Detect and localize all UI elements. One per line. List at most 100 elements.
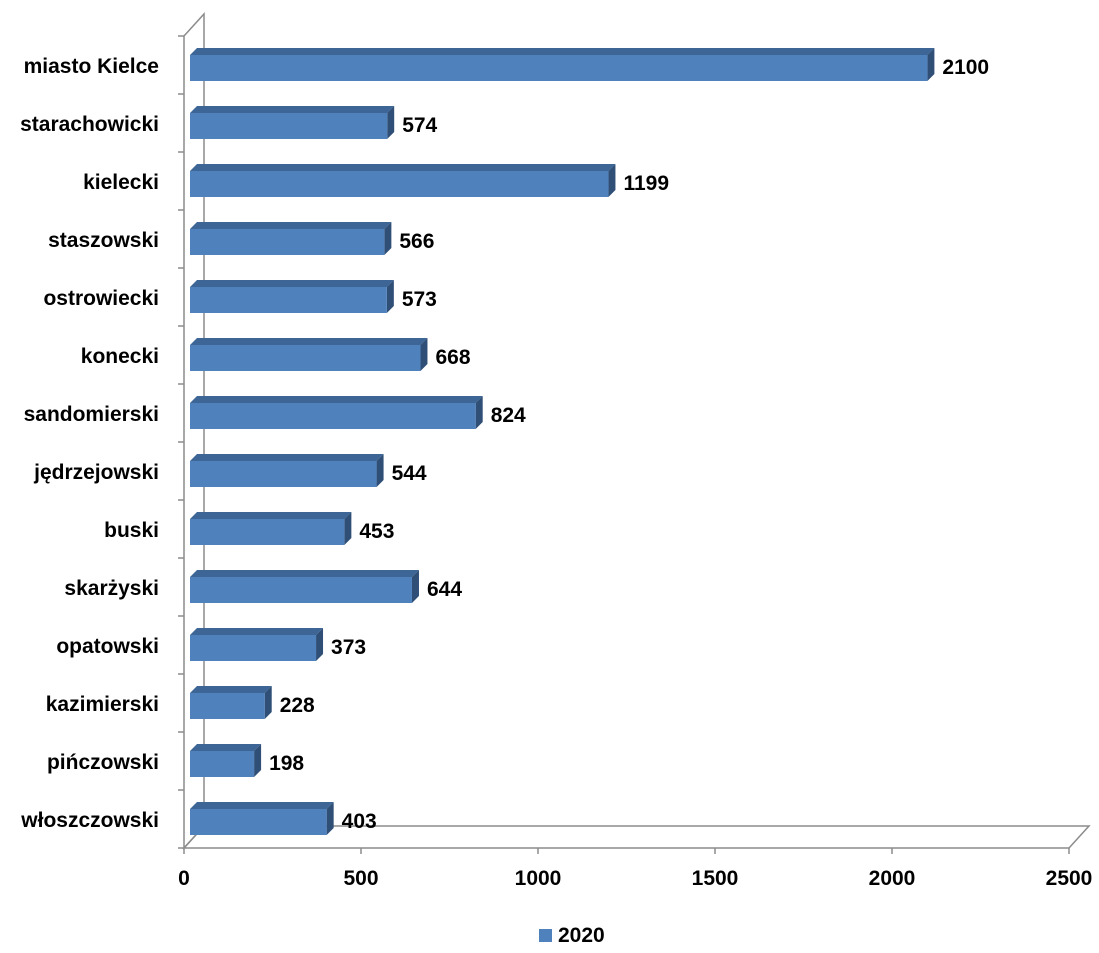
category-label: miasto Kielce: [24, 55, 159, 78]
category-label: jędrzejowski: [33, 461, 159, 484]
bar-front-face: [190, 345, 421, 371]
bar: [190, 280, 394, 313]
bar-top-face: [190, 338, 428, 345]
bar: [190, 570, 419, 603]
bar-front-face: [190, 229, 385, 255]
x-axis-ticks-group: 0 500 1000 1500 2000 2500: [178, 848, 1092, 890]
bar-top-face: [190, 106, 395, 113]
bar-end-face: [420, 338, 428, 371]
bar-top-face: [190, 744, 262, 751]
category-labels-group: miasto Kielce starachowicki kielecki staszo…: [20, 55, 159, 832]
data-label: 453: [359, 520, 394, 543]
category-label: kazimierski: [46, 693, 159, 716]
category-label: konecki: [81, 345, 159, 368]
bar-end-face: [475, 396, 483, 429]
category-label: ostrowiecki: [43, 287, 159, 310]
bar-end-face: [386, 280, 394, 313]
category-label: sandomierski: [24, 403, 159, 426]
category-label: staszowski: [48, 229, 159, 252]
bar: [190, 802, 334, 835]
x-tick-label: 1000: [515, 867, 562, 890]
bar-front-face: [190, 577, 412, 603]
bar-end-face: [376, 454, 384, 487]
legend-label: 2020: [558, 924, 605, 947]
data-label: 228: [280, 694, 315, 717]
legend: 2020: [539, 924, 605, 947]
bar-front-face: [190, 113, 388, 139]
bar-end-face: [344, 512, 352, 545]
category-label: opatowski: [56, 635, 159, 658]
bar: [190, 454, 384, 487]
category-label: włoszczowski: [20, 809, 159, 832]
legend-swatch: [539, 929, 552, 942]
bar-end-face: [384, 222, 392, 255]
bar-end-face: [927, 48, 935, 81]
chart-walls: [178, 12, 1091, 850]
data-label: 573: [402, 288, 437, 311]
data-label: 574: [402, 114, 437, 137]
bar-top-face: [190, 396, 483, 403]
bar-front-face: [190, 55, 928, 81]
x-tick-label: 1500: [692, 867, 739, 890]
data-label: 668: [435, 346, 470, 369]
data-label: 403: [342, 810, 377, 833]
x-tick-label: 500: [343, 867, 378, 890]
bar: [190, 106, 395, 139]
bar-top-face: [190, 280, 394, 287]
category-label: kielecki: [83, 171, 159, 194]
data-label: 644: [427, 578, 462, 601]
bar-front-face: [190, 693, 265, 719]
data-label: 373: [331, 636, 366, 659]
bar-top-face: [190, 628, 324, 635]
bar-front-face: [190, 635, 317, 661]
bar-top-face: [190, 222, 392, 229]
bar: [190, 396, 483, 429]
bar-front-face: [190, 809, 327, 835]
category-label: skarżyski: [64, 577, 159, 600]
bar-end-face: [411, 570, 419, 603]
bar: [190, 744, 262, 777]
bar: [190, 338, 428, 371]
x-tick-label: 0: [178, 867, 190, 890]
bar-end-face: [316, 628, 324, 661]
data-label: 198: [269, 752, 304, 775]
bar-top-face: [190, 570, 419, 577]
bar-top-face: [190, 48, 935, 55]
bar-end-face: [254, 744, 262, 777]
bar-end-face: [387, 106, 395, 139]
bar-front-face: [190, 171, 609, 197]
bar-end-face: [326, 802, 334, 835]
x-tick-label: 2500: [1046, 867, 1093, 890]
bar: [190, 628, 324, 661]
bars-group: [190, 48, 935, 835]
data-label: 544: [392, 462, 427, 485]
bar-top-face: [190, 802, 334, 809]
category-label: buski: [104, 519, 159, 542]
bar: [190, 164, 616, 197]
bar: [190, 222, 392, 255]
bar-front-face: [190, 287, 387, 313]
bar-top-face: [190, 454, 384, 461]
bar-front-face: [190, 461, 377, 487]
bar-end-face: [264, 686, 272, 719]
bar: [190, 48, 935, 81]
data-label: 566: [399, 230, 434, 253]
bar-top-face: [190, 164, 616, 171]
category-label: starachowicki: [20, 113, 159, 136]
x-tick-label: 2000: [869, 867, 916, 890]
bar-top-face: [190, 686, 272, 693]
bar-front-face: [190, 751, 255, 777]
category-label: pińczowski: [47, 751, 159, 774]
data-label: 1199: [623, 172, 669, 195]
data-label: 824: [491, 404, 526, 427]
bar-end-face: [608, 164, 616, 197]
bar-top-face: [190, 512, 352, 519]
side-wall: [183, 12, 205, 850]
bar-front-face: [190, 403, 476, 429]
data-labels-group: 2100 574 1199 566 573 668 824 544 453 644 373 228 19…: [269, 56, 989, 833]
data-label: 2100: [942, 56, 989, 79]
bar: [190, 512, 352, 545]
bar: [190, 686, 272, 719]
bar-front-face: [190, 519, 345, 545]
